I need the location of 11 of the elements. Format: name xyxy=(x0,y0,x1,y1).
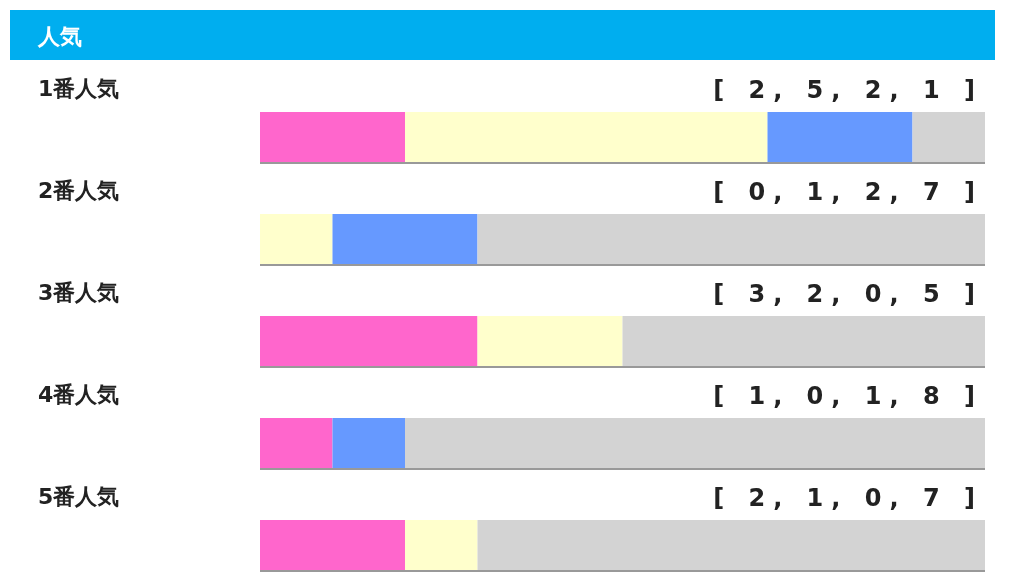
annotation: [ 3, 2, 0, 5 ] xyxy=(713,280,983,308)
y-tick-label: 3番人気 xyxy=(38,280,120,305)
annotation: [ 0, 1, 2, 7 ] xyxy=(713,178,983,206)
y-tick-label: 5番人気 xyxy=(38,484,120,509)
annotation: [ 2, 1, 0, 7 ] xyxy=(713,484,983,512)
text: 人気 xyxy=(37,24,82,49)
annotation: [ 2, 5, 2, 1 ] xyxy=(713,76,983,104)
y-tick-label: 1番人気 xyxy=(38,76,120,101)
y-tick-label: 4番人気 xyxy=(38,382,120,407)
y-tick-label: 2番人気 xyxy=(38,178,120,203)
annotation: [ 1, 0, 1, 8 ] xyxy=(713,382,983,410)
